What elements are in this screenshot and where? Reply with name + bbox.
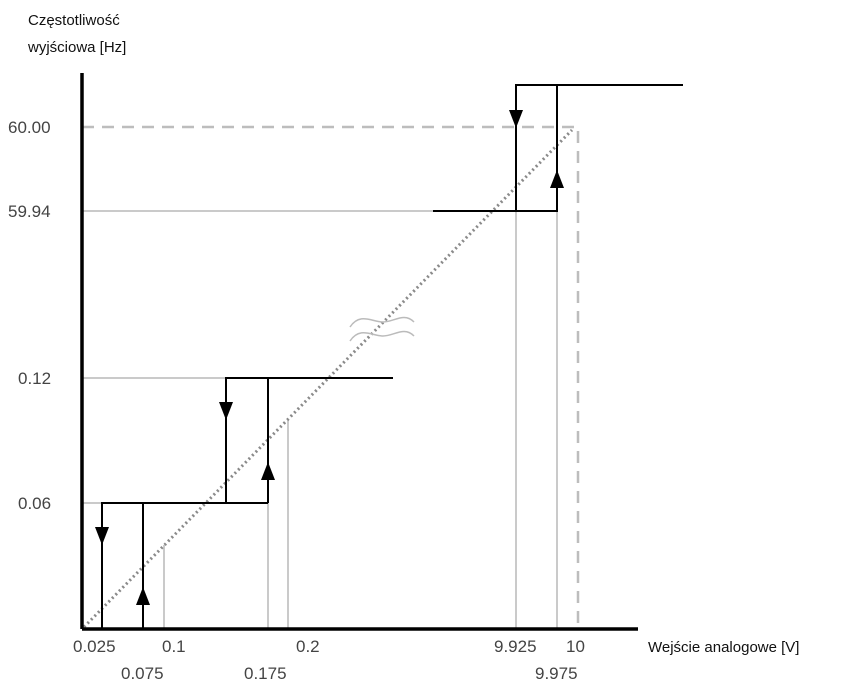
- arrow-down-0025: [95, 527, 109, 545]
- step-low-1: [101, 502, 268, 629]
- x-tick-9975: 9.975: [535, 664, 578, 683]
- x-axis-title: Wejście analogowe [V]: [648, 639, 799, 656]
- arrow-down-9925: [509, 110, 523, 128]
- step-high-1: [433, 84, 683, 212]
- linear-characteristic: [82, 128, 574, 629]
- step-mid: [225, 377, 393, 503]
- step-high-2: [515, 84, 557, 211]
- y-tick-60: 60.00: [8, 118, 51, 137]
- y-tick-5994: 59.94: [8, 202, 51, 221]
- x-tick-0175: 0.175: [244, 664, 287, 683]
- y-tick-012: 0.12: [18, 369, 51, 388]
- axis-break-mark-2: [349, 330, 415, 342]
- x-tick-02: 0.2: [296, 637, 320, 656]
- x-tick-01: 0.1: [162, 637, 186, 656]
- y-tick-006: 0.06: [18, 494, 51, 513]
- max-dashed-line: [82, 125, 580, 629]
- arrow-up-0075: [136, 587, 150, 605]
- y-axis-title-line2: wyjściowa [Hz]: [27, 39, 126, 56]
- x-tick-10: 10: [566, 637, 585, 656]
- x-tick-0025: 0.025: [73, 637, 116, 656]
- x-tick-9925: 9.925: [494, 637, 537, 656]
- arrow-down-012: [219, 402, 233, 420]
- arrow-up-9975: [550, 170, 564, 188]
- x-tick-0075: 0.075: [121, 664, 164, 683]
- y-axis-title-line1: Częstotliwość: [28, 12, 120, 29]
- axis-break-mark: [349, 316, 415, 328]
- arrow-up-0175: [261, 462, 275, 480]
